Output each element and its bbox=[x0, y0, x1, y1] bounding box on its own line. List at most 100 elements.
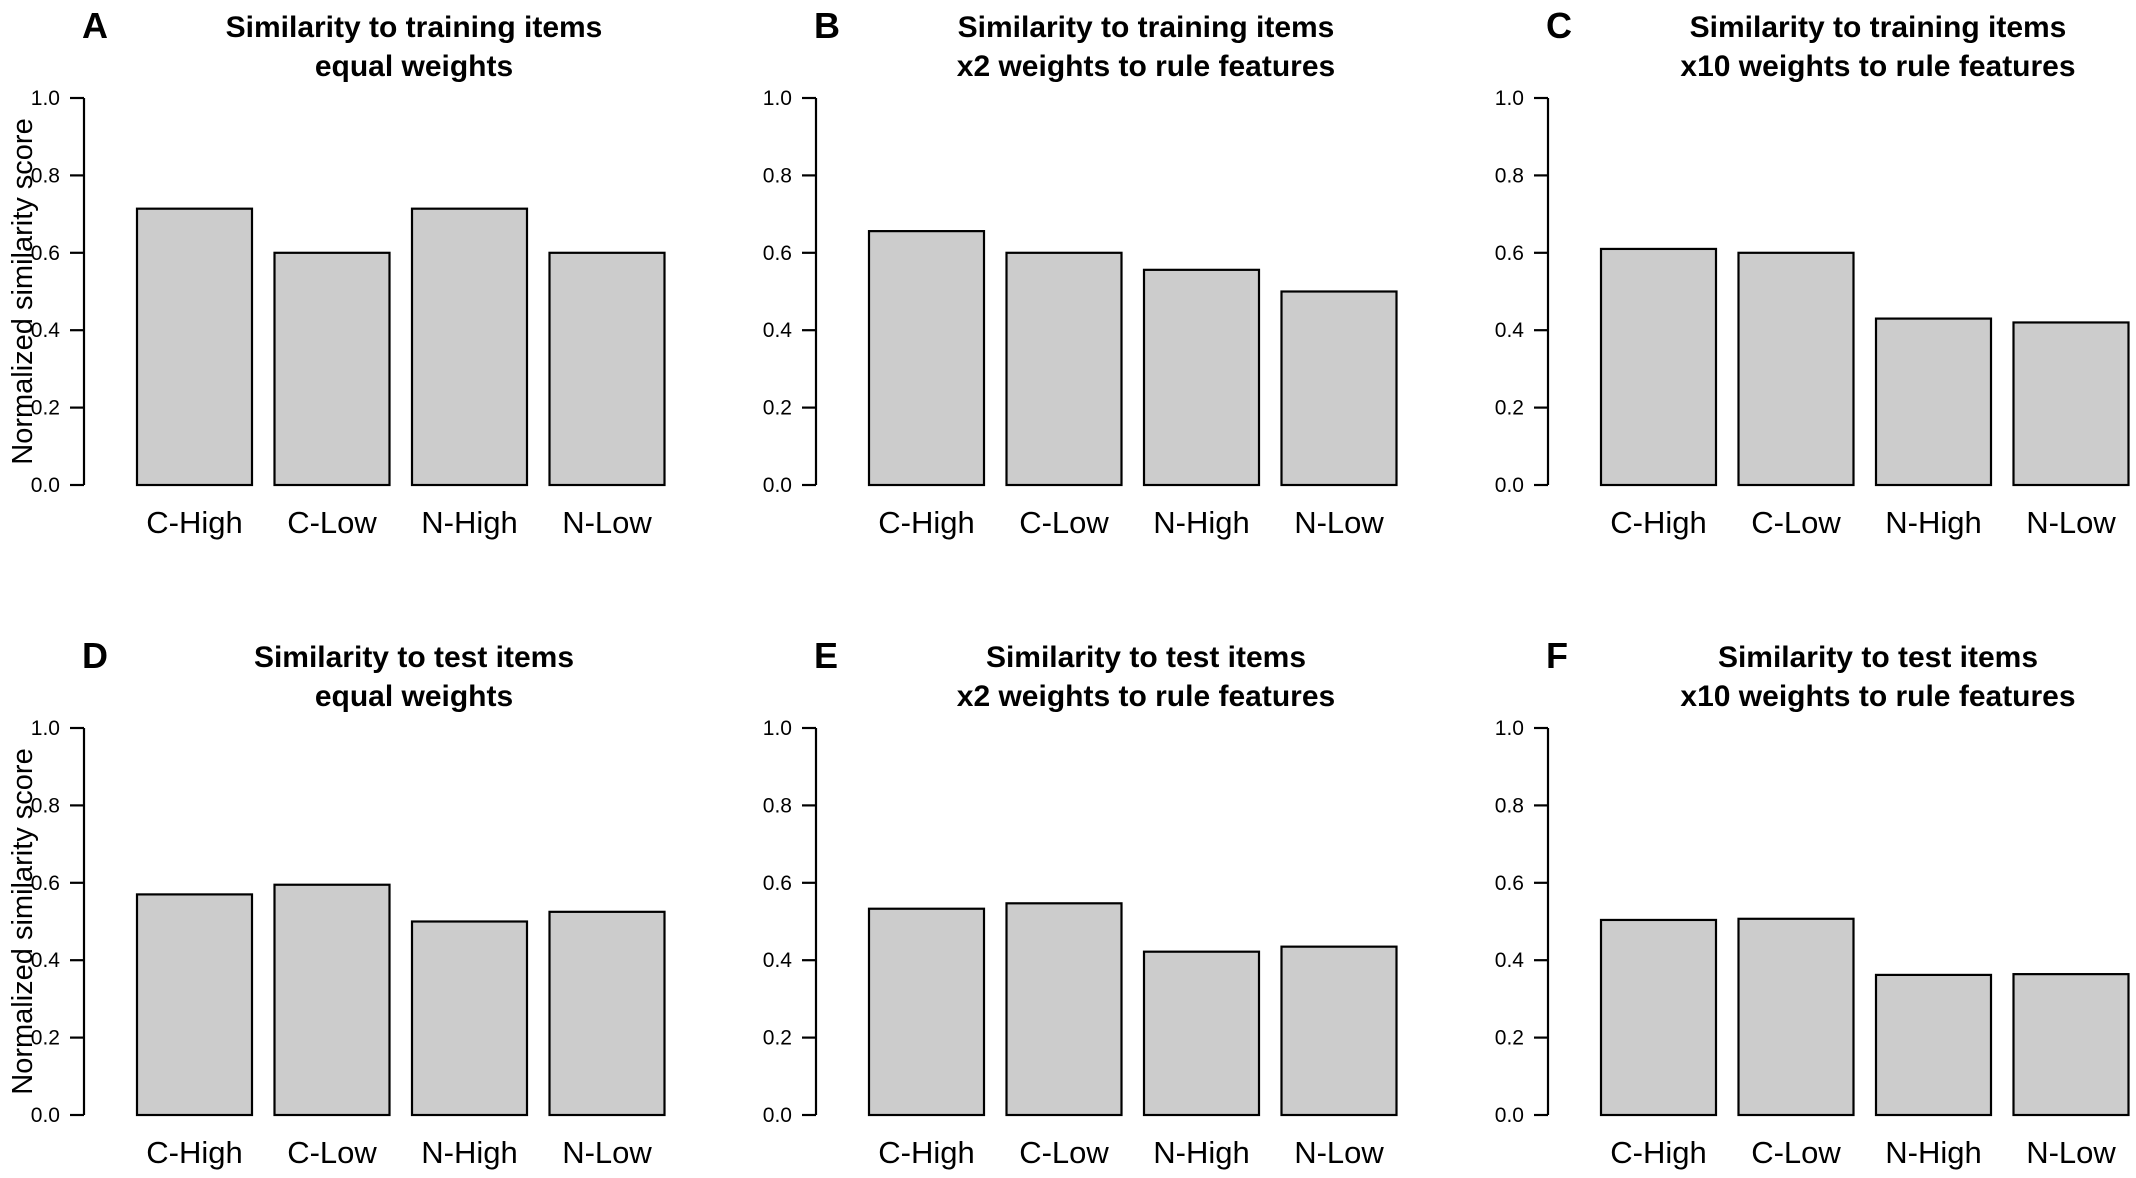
chart-title-line: Similarity to test items bbox=[254, 641, 574, 674]
panel-letter: A bbox=[82, 5, 108, 46]
bar-c-high bbox=[867, 230, 986, 487]
y-tick-label: 0.2 bbox=[763, 1027, 792, 1050]
chart-panel-d: D Similarity to test items equal weights 0.… bbox=[7, 635, 666, 1170]
y-tick-label: 0.4 bbox=[31, 949, 61, 972]
y-tick-label: 1.0 bbox=[1495, 717, 1524, 740]
chart-panel-e: E Similarity to test items x2 weights to r… bbox=[763, 635, 1398, 1170]
bar-c-low bbox=[1737, 917, 1855, 1117]
y-tick-label: 0.0 bbox=[1495, 474, 1524, 497]
y-tick-label: 0.0 bbox=[31, 474, 60, 497]
bar-c-high bbox=[135, 207, 254, 487]
category-label: C-Low bbox=[287, 1135, 377, 1170]
y-axis-label: Normalized similarity score bbox=[7, 748, 39, 1094]
bar-c-low bbox=[1005, 251, 1123, 487]
category-label: N-Low bbox=[2026, 1135, 2116, 1170]
bar-n-low bbox=[2012, 973, 2130, 1117]
bar-n-high bbox=[1874, 973, 1993, 1117]
category-label: C-Low bbox=[1751, 505, 1841, 540]
y-tick-label: 0.6 bbox=[1495, 242, 1524, 265]
y-tick-label: 1.0 bbox=[31, 87, 60, 110]
y-tick-label: 0.2 bbox=[31, 397, 60, 420]
y-axis-label: Normalized similarity score bbox=[7, 118, 39, 464]
category-label: N-Low bbox=[2026, 505, 2116, 540]
y-tick-label: 0.6 bbox=[763, 872, 792, 895]
y-tick-label: 0.8 bbox=[31, 794, 60, 817]
chart-title-line: x2 weights to rule features bbox=[957, 680, 1335, 713]
bar-n-high bbox=[410, 920, 529, 1117]
bar-c-low bbox=[1005, 902, 1123, 1117]
category-label: C-High bbox=[878, 505, 974, 540]
chart-title-line: equal weights bbox=[315, 680, 513, 713]
category-label: C-High bbox=[146, 505, 242, 540]
y-tick-label: 0.8 bbox=[1495, 164, 1524, 187]
y-tick-label: 0.4 bbox=[763, 949, 793, 972]
y-tick-label: 0.0 bbox=[763, 1104, 792, 1127]
panel-letter: F bbox=[1546, 635, 1568, 676]
category-label: N-High bbox=[1153, 1135, 1249, 1170]
chart-title-line: x2 weights to rule features bbox=[957, 50, 1335, 83]
y-tick-label: 0.4 bbox=[763, 319, 793, 342]
y-tick-label: 1.0 bbox=[31, 717, 60, 740]
bar-n-low bbox=[2012, 321, 2130, 487]
category-label: N-High bbox=[1885, 505, 1981, 540]
y-tick-label: 0.6 bbox=[763, 242, 792, 265]
category-label: N-High bbox=[1153, 505, 1249, 540]
bar-n-low bbox=[548, 910, 666, 1117]
chart-panel-f: F Similarity to test items x10 weights to … bbox=[1495, 635, 2130, 1170]
chart-title-line: Similarity to test items bbox=[986, 641, 1306, 674]
chart-title-line: Similarity to training items bbox=[958, 11, 1335, 44]
chart-title-line: equal weights bbox=[315, 50, 513, 83]
bar-n-low bbox=[548, 251, 666, 487]
y-tick-label: 0.8 bbox=[763, 794, 792, 817]
bar-n-high bbox=[1142, 950, 1261, 1117]
category-label: C-High bbox=[878, 1135, 974, 1170]
bar-c-high bbox=[135, 893, 254, 1117]
panel-letter: C bbox=[1546, 5, 1572, 46]
y-tick-label: 0.0 bbox=[1495, 1104, 1524, 1127]
bar-c-low bbox=[1737, 251, 1855, 487]
panel-letter: E bbox=[814, 635, 838, 676]
y-tick-label: 0.2 bbox=[1495, 1027, 1524, 1050]
bar-n-high bbox=[1142, 268, 1261, 487]
bar-n-high bbox=[410, 207, 529, 487]
y-tick-label: 0.4 bbox=[1495, 319, 1525, 342]
y-tick-label: 0.0 bbox=[31, 1104, 60, 1127]
y-tick-label: 0.2 bbox=[763, 397, 792, 420]
chart-title-line: x10 weights to rule features bbox=[1680, 680, 2075, 713]
category-label: N-High bbox=[1885, 1135, 1981, 1170]
panel-letter: B bbox=[814, 5, 840, 46]
chart-panel-c: C Similarity to training items x10 weights… bbox=[1495, 5, 2130, 540]
category-label: C-High bbox=[146, 1135, 242, 1170]
bar-n-low bbox=[1280, 290, 1398, 487]
y-tick-label: 0.2 bbox=[1495, 397, 1524, 420]
category-label: C-Low bbox=[1019, 505, 1109, 540]
bar-n-low bbox=[1280, 945, 1398, 1117]
chart-title-line: Similarity to training items bbox=[1690, 11, 2067, 44]
bar-c-high bbox=[1599, 247, 1718, 487]
y-tick-label: 0.8 bbox=[763, 164, 792, 187]
bar-c-high bbox=[1599, 918, 1718, 1117]
y-tick-label: 0.6 bbox=[31, 242, 60, 265]
panel-letter: D bbox=[82, 635, 108, 676]
y-tick-label: 0.8 bbox=[31, 164, 60, 187]
y-tick-label: 1.0 bbox=[763, 717, 792, 740]
category-label: C-Low bbox=[287, 505, 377, 540]
bar-n-high bbox=[1874, 317, 1993, 487]
category-label: N-Low bbox=[1294, 1135, 1384, 1170]
bar-c-high bbox=[867, 907, 986, 1117]
category-label: N-Low bbox=[562, 505, 652, 540]
bar-c-low bbox=[273, 251, 391, 487]
chart-panel-a: A Similarity to training items equal weigh… bbox=[7, 5, 666, 540]
y-tick-label: 0.6 bbox=[31, 872, 60, 895]
category-label: C-High bbox=[1610, 1135, 1706, 1170]
y-tick-label: 1.0 bbox=[1495, 87, 1524, 110]
category-label: C-High bbox=[1610, 505, 1706, 540]
chart-panel-b: B Similarity to training items x2 weights … bbox=[763, 5, 1398, 540]
category-label: N-High bbox=[421, 505, 517, 540]
chart-title-line: Similarity to test items bbox=[1718, 641, 2038, 674]
category-label: C-Low bbox=[1751, 1135, 1841, 1170]
y-tick-label: 1.0 bbox=[763, 87, 792, 110]
bar-c-low bbox=[273, 883, 391, 1117]
category-label: C-Low bbox=[1019, 1135, 1109, 1170]
